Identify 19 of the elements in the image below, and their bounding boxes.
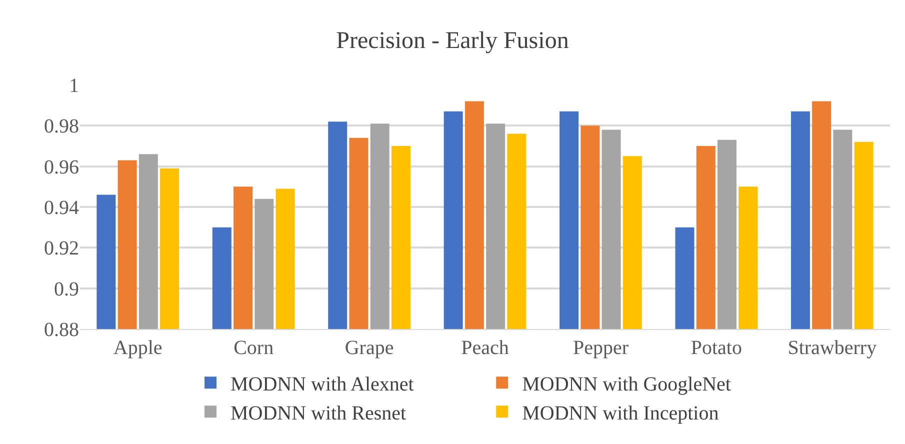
chart-title: Precision - Early Fusion — [336, 28, 569, 54]
y-tick-label: 0.96 — [44, 156, 79, 178]
y-tick-label: 0.88 — [44, 319, 79, 341]
x-tick-label: Pepper — [572, 337, 629, 359]
x-tick-label: Peach — [461, 337, 509, 359]
y-tick-label: 0.92 — [44, 238, 79, 260]
y-tick-label: 1 — [69, 75, 79, 97]
x-tick-label: Potato — [690, 337, 742, 359]
legend-label: MODNN with Inception — [522, 402, 719, 424]
y-tick-label: 0.98 — [44, 116, 79, 138]
y-tick-label: 0.94 — [44, 197, 79, 219]
x-tick-label: Strawberry — [788, 337, 877, 359]
x-tick-label: Corn — [234, 337, 274, 359]
legend-label: MODNN with Alexnet — [230, 373, 414, 396]
x-tick-label: Grape — [344, 337, 394, 359]
legend-label: MODNN with GoogleNet — [522, 373, 732, 396]
legend-label: MODNN with Resnet — [230, 402, 406, 424]
y-tick-label: 0.9 — [54, 278, 79, 300]
x-tick-label: Apple — [113, 337, 162, 359]
